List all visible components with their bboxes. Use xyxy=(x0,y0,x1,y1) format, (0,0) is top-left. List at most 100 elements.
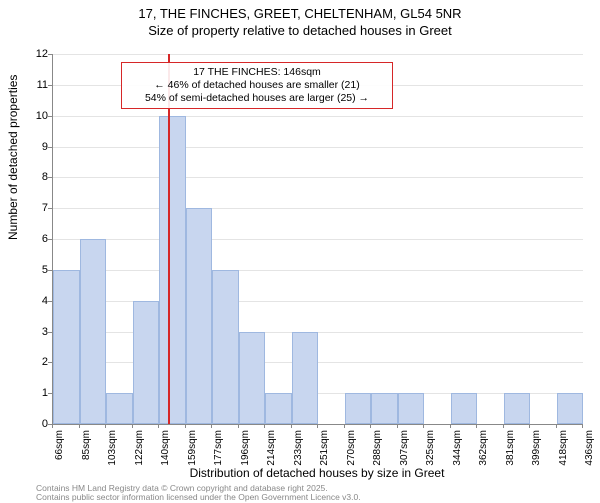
gridline-h xyxy=(53,208,583,209)
xtick-mark xyxy=(450,424,451,428)
gridline-h xyxy=(53,239,583,240)
ytick-label: 7 xyxy=(18,202,48,214)
xtick-label: 233sqm xyxy=(293,430,304,470)
xtick-mark xyxy=(503,424,504,428)
y-axis-label: Number of detached properties xyxy=(6,75,20,240)
x-axis-label: Distribution of detached houses by size … xyxy=(52,466,582,480)
ytick-mark xyxy=(48,85,52,86)
xtick-mark xyxy=(529,424,530,428)
xtick-mark xyxy=(52,424,53,428)
annotation-line2: ← 46% of detached houses are smaller (21… xyxy=(154,79,359,91)
ytick-label: 2 xyxy=(18,356,48,368)
annotation-line1: 17 THE FINCHES: 146sqm xyxy=(193,66,321,78)
ytick-mark xyxy=(48,393,52,394)
xtick-mark xyxy=(185,424,186,428)
xtick-mark xyxy=(582,424,583,428)
xtick-label: 66sqm xyxy=(54,430,65,470)
xtick-label: 436sqm xyxy=(584,430,595,470)
xtick-mark xyxy=(291,424,292,428)
ytick-label: 5 xyxy=(18,264,48,276)
ytick-label: 4 xyxy=(18,295,48,307)
gridline-h xyxy=(53,270,583,271)
title-line2: Size of property relative to detached ho… xyxy=(148,23,452,38)
gridline-h xyxy=(53,116,583,117)
histogram-bar xyxy=(557,393,584,424)
subject-marker-line xyxy=(168,54,170,424)
gridline-h xyxy=(53,54,583,55)
xtick-mark xyxy=(105,424,106,428)
plot-area: 17 THE FINCHES: 146sqm ← 46% of detached… xyxy=(52,54,583,425)
xtick-mark xyxy=(238,424,239,428)
xtick-mark xyxy=(132,424,133,428)
xtick-mark xyxy=(344,424,345,428)
footnote-line2: Contains public sector information licen… xyxy=(36,492,361,502)
xtick-label: 122sqm xyxy=(134,430,145,470)
title-line1: 17, THE FINCHES, GREET, CHELTENHAM, GL54… xyxy=(138,6,461,21)
histogram-bar xyxy=(159,116,186,424)
ytick-mark xyxy=(48,362,52,363)
ytick-mark xyxy=(48,301,52,302)
xtick-mark xyxy=(317,424,318,428)
ytick-mark xyxy=(48,147,52,148)
histogram-bar xyxy=(451,393,478,424)
xtick-label: 399sqm xyxy=(531,430,542,470)
ytick-label: 12 xyxy=(18,48,48,60)
chart-container: 17, THE FINCHES, GREET, CHELTENHAM, GL54… xyxy=(0,0,600,500)
ytick-label: 1 xyxy=(18,387,48,399)
xtick-label: 418sqm xyxy=(558,430,569,470)
xtick-mark xyxy=(423,424,424,428)
annotation-line3: 54% of semi-detached houses are larger (… xyxy=(145,92,369,104)
ytick-mark xyxy=(48,177,52,178)
ytick-label: 10 xyxy=(18,110,48,122)
xtick-label: 325sqm xyxy=(425,430,436,470)
gridline-h xyxy=(53,177,583,178)
xtick-label: 85sqm xyxy=(81,430,92,470)
xtick-label: 270sqm xyxy=(346,430,357,470)
histogram-bar xyxy=(239,332,266,425)
annotation-box: 17 THE FINCHES: 146sqm ← 46% of detached… xyxy=(121,62,393,109)
xtick-mark xyxy=(397,424,398,428)
xtick-label: 344sqm xyxy=(452,430,463,470)
histogram-bar xyxy=(133,301,160,424)
xtick-label: 307sqm xyxy=(399,430,410,470)
histogram-bar xyxy=(504,393,531,424)
ytick-mark xyxy=(48,332,52,333)
xtick-mark xyxy=(370,424,371,428)
ytick-label: 9 xyxy=(18,141,48,153)
xtick-label: 381sqm xyxy=(505,430,516,470)
histogram-bar xyxy=(398,393,425,424)
ytick-label: 8 xyxy=(18,171,48,183)
xtick-label: 288sqm xyxy=(372,430,383,470)
xtick-mark xyxy=(79,424,80,428)
ytick-mark xyxy=(48,116,52,117)
xtick-label: 196sqm xyxy=(240,430,251,470)
histogram-bar xyxy=(265,393,292,424)
gridline-h xyxy=(53,147,583,148)
ytick-mark xyxy=(48,239,52,240)
histogram-bar xyxy=(106,393,133,424)
xtick-label: 140sqm xyxy=(160,430,171,470)
ytick-mark xyxy=(48,270,52,271)
xtick-mark xyxy=(476,424,477,428)
ytick-mark xyxy=(48,54,52,55)
ytick-label: 0 xyxy=(18,418,48,430)
ytick-mark xyxy=(48,208,52,209)
xtick-label: 251sqm xyxy=(319,430,330,470)
xtick-label: 214sqm xyxy=(266,430,277,470)
ytick-label: 3 xyxy=(18,326,48,338)
ytick-label: 11 xyxy=(18,79,48,91)
histogram-bar xyxy=(371,393,398,424)
chart-title: 17, THE FINCHES, GREET, CHELTENHAM, GL54… xyxy=(0,0,600,40)
xtick-label: 103sqm xyxy=(107,430,118,470)
xtick-mark xyxy=(158,424,159,428)
histogram-bar xyxy=(53,270,80,424)
xtick-mark xyxy=(556,424,557,428)
xtick-mark xyxy=(211,424,212,428)
histogram-bar xyxy=(80,239,107,424)
ytick-label: 6 xyxy=(18,233,48,245)
xtick-label: 177sqm xyxy=(213,430,224,470)
histogram-bar xyxy=(292,332,319,425)
histogram-bar xyxy=(186,208,213,424)
xtick-label: 159sqm xyxy=(187,430,198,470)
histogram-bar xyxy=(212,270,239,424)
